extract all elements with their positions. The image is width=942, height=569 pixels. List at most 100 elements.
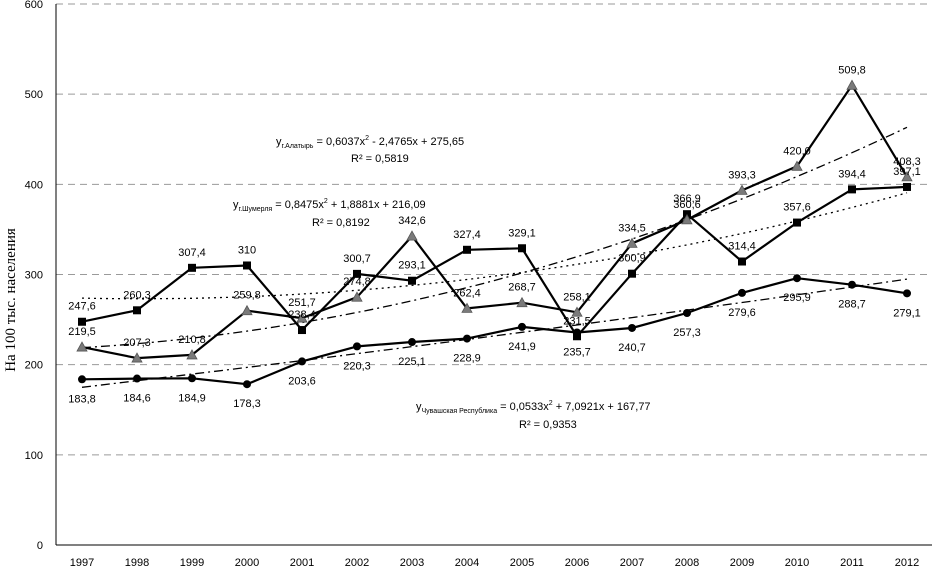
- data-label: 397,1: [893, 166, 921, 178]
- y-tick-label: 400: [25, 179, 43, 191]
- data-label: 183,8: [68, 393, 96, 405]
- data-point-square: [463, 245, 471, 254]
- data-label: 293,1: [398, 260, 426, 272]
- y-tick-label: 500: [25, 89, 43, 101]
- data-label: 241,9: [508, 341, 536, 353]
- data-point-triangle: [406, 230, 418, 241]
- data-point-triangle: [516, 296, 528, 308]
- data-point-circle: [353, 342, 361, 351]
- x-tick-label: 2010: [785, 557, 809, 569]
- x-tick-label: 2003: [400, 557, 424, 569]
- data-label: 366,9: [673, 193, 701, 205]
- data-label: 207,3: [123, 337, 151, 349]
- data-point-circle: [298, 357, 306, 366]
- data-point-triangle: [296, 312, 308, 323]
- axes: [55, 4, 932, 546]
- data-point-square: [243, 261, 251, 270]
- x-tick-label: 1999: [180, 557, 204, 569]
- x-tick-label: 2006: [565, 557, 589, 569]
- data-label: 300,9: [618, 253, 646, 265]
- series-line-2: [81, 84, 908, 360]
- equation-chuvash-r2: R² = 0,9353: [519, 419, 577, 431]
- data-point-triangle: [461, 302, 473, 313]
- data-label: 231,5: [563, 315, 591, 327]
- data-label: 184,9: [178, 392, 206, 404]
- data-point-triangle: [791, 160, 803, 171]
- equation-chuvash: yЧувашская Республика = 0,0533x2 + 7,092…: [416, 400, 651, 431]
- data-point-square: [518, 244, 526, 253]
- data-label: 394,4: [838, 168, 866, 180]
- data-label: 268,7: [508, 282, 536, 294]
- x-tick-label: 2008: [675, 557, 699, 569]
- data-point-circle: [133, 374, 141, 383]
- data-label: 238,4: [288, 309, 316, 321]
- data-label: 310: [238, 244, 256, 256]
- data-point-circle: [628, 323, 636, 332]
- data-label: 178,3: [233, 398, 261, 410]
- x-tick-label: 2009: [730, 557, 754, 569]
- equation-shumerlya-formula: yг.Шумерля = 0,8475x2 + 1,8881x + 216,09: [233, 198, 426, 213]
- data-point-square: [188, 263, 196, 272]
- data-label: 257,3: [673, 327, 701, 339]
- data-point-square: [903, 182, 911, 191]
- series-line-3: [81, 277, 908, 386]
- x-tick-label: 1998: [125, 557, 149, 569]
- data-label: 259,8: [233, 290, 261, 302]
- data-point-square: [78, 317, 86, 326]
- data-point-circle: [738, 288, 746, 297]
- data-label: 342,6: [398, 215, 426, 227]
- data-point-circle: [78, 375, 86, 384]
- data-label: 509,8: [838, 64, 866, 76]
- x-tick-label: 2011: [840, 557, 864, 569]
- data-label: 408,3: [893, 156, 921, 168]
- x-tick-label: 2002: [345, 557, 369, 569]
- data-label: 327,4: [453, 229, 481, 241]
- data-point-circle: [243, 380, 251, 389]
- data-label: 260,3: [123, 289, 151, 301]
- grid-lines: [56, 3, 932, 456]
- data-point-circle: [518, 322, 526, 331]
- y-tick-label: 300: [25, 270, 43, 282]
- data-label: 225,1: [398, 356, 426, 368]
- data-point-circle: [188, 374, 196, 383]
- data-label: 203,6: [288, 375, 316, 387]
- data-label: 420,0: [783, 145, 811, 157]
- data-label: 279,1: [893, 307, 921, 319]
- data-label: 219,5: [68, 326, 96, 338]
- data-point-circle: [793, 274, 801, 283]
- data-label: 288,7: [838, 299, 866, 311]
- data-label: 307,4: [178, 247, 206, 259]
- data-point-triangle: [351, 291, 363, 302]
- data-point-circle: [573, 328, 581, 337]
- equation-alatyr: yг.Алатырь = 0,6037x2 - 2,4765x + 275,65…: [276, 135, 464, 165]
- data-label: 360,6: [673, 199, 701, 211]
- equation-alatyr-r2: R² = 0,5819: [351, 153, 409, 165]
- x-tick-label: 2004: [455, 557, 479, 569]
- data-point-triangle: [681, 214, 693, 225]
- data-labels: 247,6 260,3 307,4 310 238,4 300,7 293,1 327,4 32…: [68, 64, 921, 410]
- y-tick-label: 0: [37, 540, 43, 552]
- data-label: 210,8: [178, 334, 206, 346]
- trend-line-3: [81, 278, 908, 388]
- data-label: 300,7: [343, 253, 371, 265]
- data-point-circle: [408, 338, 416, 347]
- data-point-triangle: [626, 237, 638, 248]
- x-tick-label: 2007: [620, 557, 644, 569]
- equation-alatyr-formula: yг.Алатырь = 0,6037x2 - 2,4765x + 275,65: [276, 135, 464, 150]
- data-label: 235,7: [563, 346, 591, 358]
- equation-chuvash-formula: yЧувашская Республика = 0,0533x2 + 7,092…: [416, 400, 651, 415]
- data-label: 184,6: [123, 393, 151, 405]
- data-point-circle: [683, 309, 691, 318]
- data-point-square: [628, 269, 636, 278]
- series-line-1: [81, 185, 908, 338]
- y-tick-labels: 0 100 200 300 400 500 600: [25, 0, 43, 552]
- data-point-circle: [463, 334, 471, 343]
- data-label: 228,9: [453, 353, 481, 365]
- data-label: 314,4: [728, 241, 756, 253]
- trend-line-2: [81, 126, 908, 349]
- y-axis-label: На 100 тыс. населения: [3, 228, 19, 372]
- y-tick-label: 200: [25, 360, 43, 372]
- x-tick-label: 1997: [70, 557, 94, 569]
- data-label: 247,6: [68, 301, 96, 313]
- data-label: 295,9: [783, 292, 811, 304]
